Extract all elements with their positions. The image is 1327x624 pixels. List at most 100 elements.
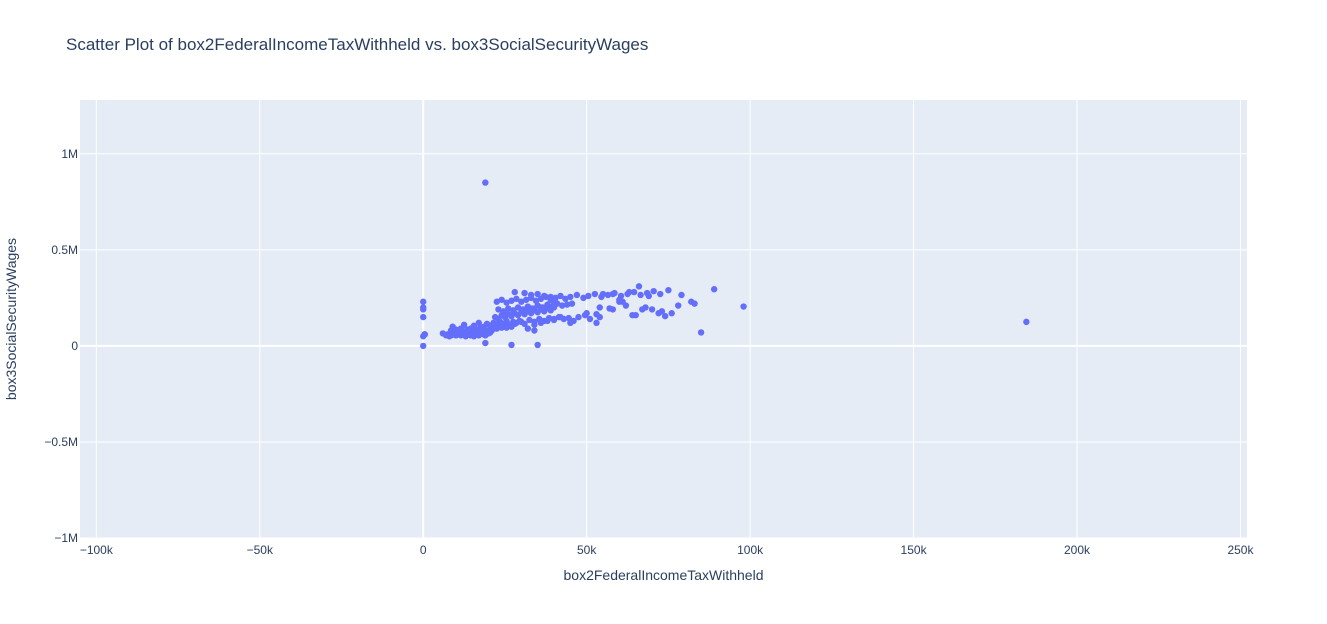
data-point[interactable]: [511, 320, 518, 328]
data-point[interactable]: [573, 291, 581, 299]
data-point[interactable]: [482, 339, 489, 347]
data-point[interactable]: [596, 313, 603, 321]
data-point[interactable]: [544, 302, 551, 309]
data-point[interactable]: [511, 288, 518, 296]
y-tick-labels: −1M −0.5M 0 0.5M 1M: [44, 147, 78, 545]
data-point[interactable]: [635, 283, 643, 290]
data-point[interactable]: [508, 297, 515, 304]
data-point[interactable]: [524, 303, 532, 310]
data-point[interactable]: [537, 304, 545, 311]
data-point[interactable]: [675, 302, 682, 309]
data-point[interactable]: [557, 292, 564, 300]
data-point[interactable]: [575, 313, 582, 321]
data-point[interactable]: [500, 308, 507, 315]
data-point[interactable]: [591, 290, 599, 298]
data-point[interactable]: [580, 294, 587, 302]
data-point[interactable]: [518, 298, 525, 305]
data-point[interactable]: [567, 293, 574, 301]
data-point[interactable]: [630, 288, 638, 296]
data-point[interactable]: [691, 300, 698, 307]
data-point[interactable]: [505, 322, 512, 329]
data-point[interactable]: [460, 321, 468, 328]
data-point[interactable]: [567, 319, 574, 327]
data-point[interactable]: [531, 321, 538, 328]
data-point[interactable]: [596, 304, 603, 311]
data-point[interactable]: [493, 298, 500, 305]
data-point[interactable]: [550, 300, 558, 307]
data-point[interactable]: [524, 325, 532, 332]
data-point[interactable]: [648, 306, 656, 313]
data-point[interactable]: [661, 312, 669, 320]
data-point[interactable]: [420, 313, 427, 321]
data-point[interactable]: [697, 329, 705, 336]
data-point[interactable]: [518, 318, 525, 326]
data-point[interactable]: [529, 305, 536, 312]
data-point[interactable]: [527, 291, 535, 299]
data-point[interactable]: [475, 319, 483, 327]
data-point[interactable]: [544, 317, 551, 325]
data-point[interactable]: [568, 300, 576, 307]
data-point[interactable]: [558, 302, 566, 309]
data-point[interactable]: [508, 341, 515, 349]
data-point[interactable]: [470, 322, 478, 329]
data-point[interactable]: [655, 310, 662, 317]
data-point[interactable]: [532, 297, 540, 304]
data-point[interactable]: [650, 287, 657, 295]
data-point[interactable]: [665, 286, 672, 294]
data-point[interactable]: [420, 306, 427, 313]
data-point[interactable]: [420, 342, 427, 350]
data-point[interactable]: [557, 313, 564, 321]
data-point[interactable]: [505, 305, 512, 312]
y-tick-label: 1M: [61, 147, 78, 161]
data-point[interactable]: [521, 289, 528, 297]
data-point[interactable]: [526, 316, 533, 324]
data-point[interactable]: [449, 323, 456, 330]
data-point[interactable]: [552, 294, 559, 302]
data-point[interactable]: [619, 298, 626, 305]
data-point[interactable]: [519, 306, 527, 313]
data-point[interactable]: [534, 290, 541, 298]
data-point[interactable]: [513, 295, 520, 303]
data-point[interactable]: [534, 341, 541, 349]
data-point[interactable]: [523, 296, 530, 303]
data-point[interactable]: [625, 288, 633, 296]
data-point[interactable]: [509, 307, 517, 314]
data-point[interactable]: [498, 296, 505, 303]
data-points: [420, 179, 1030, 350]
data-point[interactable]: [599, 290, 607, 298]
data-point[interactable]: [593, 319, 600, 327]
data-point[interactable]: [609, 290, 617, 298]
data-point[interactable]: [604, 291, 612, 299]
data-point[interactable]: [498, 324, 505, 331]
data-point[interactable]: [421, 331, 429, 338]
data-point[interactable]: [678, 291, 685, 299]
data-point[interactable]: [514, 304, 522, 311]
data-point[interactable]: [547, 293, 554, 301]
data-point[interactable]: [585, 292, 592, 300]
data-point[interactable]: [657, 290, 664, 298]
data-point[interactable]: [609, 306, 617, 313]
data-point[interactable]: [420, 298, 427, 305]
x-tick-label: 250k: [1227, 543, 1254, 557]
data-point[interactable]: [563, 301, 571, 308]
data-point[interactable]: [562, 295, 569, 303]
data-point[interactable]: [586, 315, 594, 323]
data-point[interactable]: [495, 306, 502, 313]
data-point[interactable]: [503, 299, 510, 306]
data-point[interactable]: [639, 306, 646, 313]
data-point[interactable]: [645, 292, 652, 300]
data-point[interactable]: [540, 292, 548, 300]
data-point[interactable]: [583, 310, 590, 317]
data-point[interactable]: [668, 310, 675, 317]
data-point[interactable]: [537, 319, 545, 327]
data-point[interactable]: [550, 315, 558, 323]
data-point[interactable]: [710, 286, 718, 293]
data-point[interactable]: [482, 179, 489, 186]
data-point[interactable]: [531, 327, 538, 334]
data-point[interactable]: [740, 303, 747, 310]
data-point[interactable]: [629, 311, 636, 319]
data-point[interactable]: [637, 291, 644, 299]
data-point[interactable]: [1023, 318, 1030, 326]
x-tick-label: 200k: [1064, 543, 1091, 557]
data-point[interactable]: [565, 314, 572, 322]
